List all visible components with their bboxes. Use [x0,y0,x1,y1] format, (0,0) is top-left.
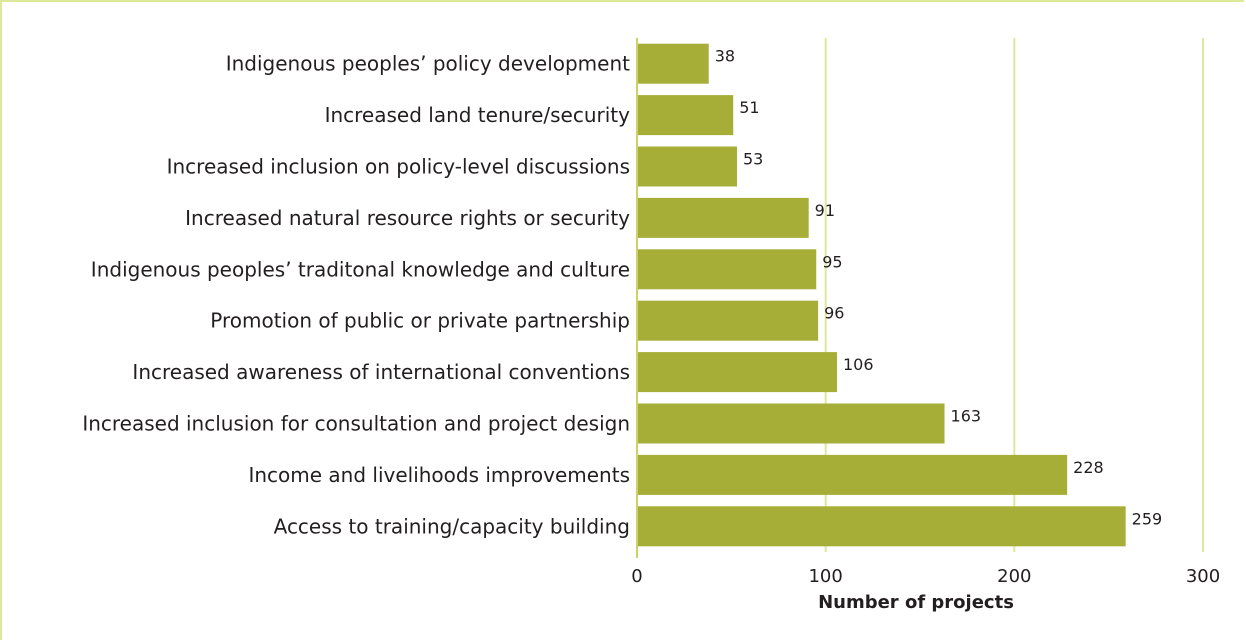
bar [637,454,1068,495]
bar [637,197,809,238]
x-tick-label: 300 [1186,566,1220,587]
category-label: Increased land tenure/security [325,103,631,127]
category-label: Promotion of public or private partnersh… [210,309,630,333]
data-label: 95 [822,252,842,271]
bars [637,43,1126,547]
data-label: 259 [1132,509,1163,528]
bar [637,95,734,136]
x-tick-label: 100 [808,566,842,587]
x-tick-label: 0 [631,566,642,587]
data-label: 96 [824,304,844,323]
x-tick-label: 200 [997,566,1031,587]
category-label: Indigenous peoples’ policy development [226,52,630,76]
category-label: Access to training/capacity building [274,514,630,538]
bar [637,403,945,444]
data-label: 51 [739,98,759,117]
data-label: 91 [815,201,835,220]
data-label: 38 [715,47,735,66]
category-label: Increased inclusion for consultation and… [82,412,630,436]
bar [637,352,837,393]
data-label: 106 [843,355,874,374]
category-label: Increased natural resource rights or sec… [185,206,630,230]
category-label: Increased inclusion on policy-level disc… [167,155,630,179]
bar [637,146,737,187]
x-tick-labels: 0 100 200 300 [631,566,1220,587]
data-label: 228 [1073,458,1104,477]
bar [637,300,819,341]
category-label: Indigenous peoples’ traditonal knowledge… [91,257,630,281]
data-labels: 38 51 53 91 95 96 106 163 228 259 [715,47,1163,529]
category-labels: Indigenous peoples’ policy development In… [82,52,630,539]
data-label: 163 [951,407,982,426]
data-label: 53 [743,150,763,169]
bar [637,43,709,84]
bar [637,249,817,290]
category-label: Income and livelihoods improvements [248,463,630,487]
bar [637,506,1126,547]
category-label: Increased awareness of international con… [132,360,630,384]
x-axis-title: Number of projects [818,592,1014,613]
